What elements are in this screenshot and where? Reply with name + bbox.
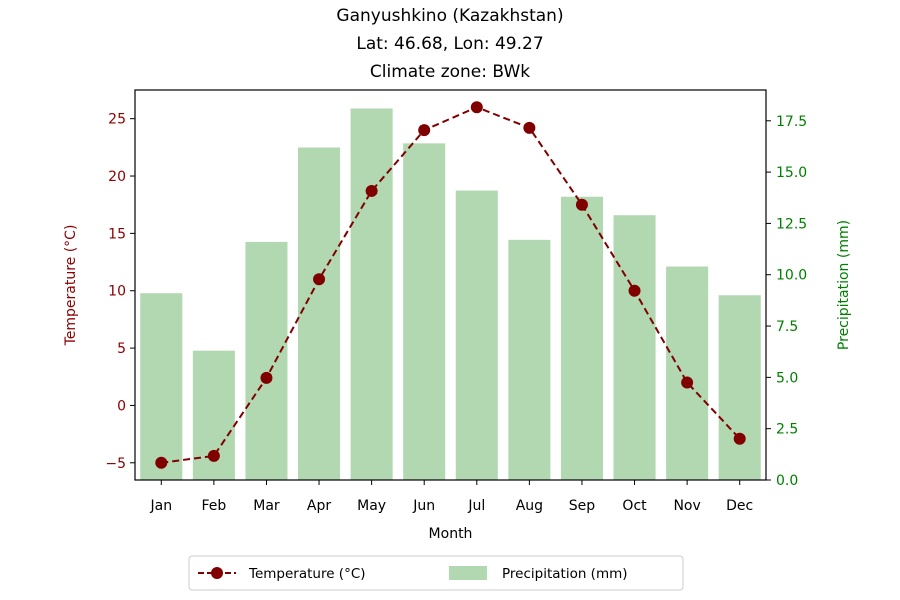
precipitation-tick-label-1: 2.5 xyxy=(776,422,798,438)
precipitation-bar-jul xyxy=(455,190,498,480)
x-tick-label-nov: Nov xyxy=(673,498,700,514)
precipitation-tick-label-2: 5.0 xyxy=(776,370,798,386)
temperature-point-may xyxy=(365,184,378,197)
temperature-tick-label-3: 10 xyxy=(108,284,126,300)
title-line-3: Climate zone: BWk xyxy=(370,62,530,82)
x-axis: Jan Feb Mar Apr May Jun Jul Aug Sep Oct Nov Dec xyxy=(149,480,753,514)
precipitation-axis-label: Precipitation (mm) xyxy=(836,220,852,350)
temperature-tick-label-0: −5 xyxy=(105,456,126,472)
precipitation-bar-jun xyxy=(403,143,446,481)
temperature-point-mar xyxy=(260,371,273,384)
precipitation-bar-nov xyxy=(666,266,709,480)
x-tick-label-jul: Jul xyxy=(467,498,485,514)
legend-precipitation-label: Precipitation (mm) xyxy=(502,566,628,582)
title-line-2: Lat: 46.68, Lon: 49.27 xyxy=(356,34,543,54)
legend-box xyxy=(188,555,684,591)
precipitation-bar-jan xyxy=(140,293,183,480)
x-tick-label-aug: Aug xyxy=(516,498,543,514)
x-tick-label-jan: Jan xyxy=(149,498,172,514)
x-tick-label-dec: Dec xyxy=(726,498,753,514)
temperature-tick-label-2: 5 xyxy=(117,341,126,357)
temperature-point-dec xyxy=(733,432,746,445)
precipitation-tick-label-6: 15.0 xyxy=(776,165,807,181)
x-tick-label-jun: Jun xyxy=(412,498,435,514)
precipitation-tick-label-0: 0.0 xyxy=(776,473,798,489)
precipitation-bar-sep xyxy=(560,196,603,480)
temperature-point-jul xyxy=(470,101,483,114)
temperature-point-aug xyxy=(523,121,536,134)
temperature-line xyxy=(155,101,746,469)
precipitation-tick-label-5: 12.5 xyxy=(776,216,807,232)
plot-frame xyxy=(134,89,767,481)
temperature-tick-label-5: 20 xyxy=(108,169,126,185)
temperature-point-oct xyxy=(628,284,641,297)
temperature-point-apr xyxy=(313,273,326,286)
temperature-point-sep xyxy=(575,198,588,211)
precipitation-bar-mar xyxy=(245,241,288,480)
temperature-axis: −5 0 5 10 15 20 25 xyxy=(105,112,135,472)
precipitation-tick-label-3: 7.5 xyxy=(776,319,798,335)
precipitation-bar-dec xyxy=(718,295,761,480)
legend-temperature-marker xyxy=(211,567,223,579)
x-tick-label-oct: Oct xyxy=(622,498,647,514)
precipitation-bars xyxy=(140,108,761,481)
precipitation-tick-label-4: 10.0 xyxy=(776,268,807,284)
x-tick-label-may: May xyxy=(357,498,386,514)
precipitation-bar-oct xyxy=(613,215,656,481)
legend: Temperature (°C) Precipitation (mm) xyxy=(188,555,684,591)
x-axis-label: Month xyxy=(429,526,473,542)
precipitation-bar-may xyxy=(350,108,393,480)
legend-temperature-label: Temperature (°C) xyxy=(248,566,366,582)
x-tick-label-feb: Feb xyxy=(201,498,226,514)
temperature-tick-label-1: 0 xyxy=(117,398,126,414)
temperature-axis-label: Temperature (°C) xyxy=(63,225,79,347)
precipitation-axis: 0.0 2.5 5.0 7.5 10.0 12.5 15.0 17.5 xyxy=(766,114,807,489)
temperature-tick-label-6: 25 xyxy=(108,112,126,128)
temperature-point-feb xyxy=(207,449,220,462)
title-line-1: Ganyushkino (Kazakhstan) xyxy=(336,6,563,26)
temperature-point-nov xyxy=(681,376,694,389)
precipitation-tick-label-7: 17.5 xyxy=(776,114,807,130)
precipitation-bar-aug xyxy=(508,239,551,480)
legend-precipitation-swatch xyxy=(449,566,487,580)
temperature-tick-label-4: 15 xyxy=(108,226,126,242)
x-tick-label-sep: Sep xyxy=(569,498,596,514)
precipitation-bar-apr xyxy=(298,147,341,480)
chart-title: Ganyushkino (Kazakhstan) Lat: 46.68, Lon:… xyxy=(336,6,563,82)
x-tick-label-apr: Apr xyxy=(307,498,331,514)
temperature-point-jun xyxy=(418,124,431,137)
temperature-point-jan xyxy=(155,456,168,469)
x-tick-label-mar: Mar xyxy=(253,498,280,514)
